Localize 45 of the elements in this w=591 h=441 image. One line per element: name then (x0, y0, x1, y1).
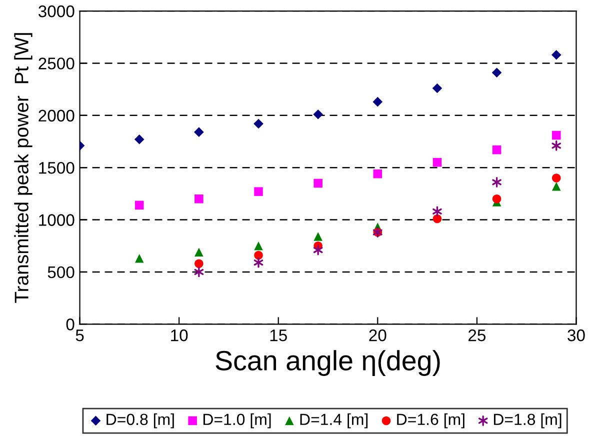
y-axis-title: Transmitted peak power Pt [W] (14, 33, 32, 303)
point (373, 169, 382, 178)
point (492, 194, 502, 204)
point (254, 241, 263, 250)
point (134, 134, 144, 144)
y-tick-label: 1500 (39, 162, 74, 174)
point (552, 182, 561, 191)
y-tick-label: 3000 (38, 5, 74, 18)
y-tick-label: 2500 (38, 58, 74, 70)
legend-label: D=1.6 [m] (397, 413, 464, 428)
point (314, 178, 322, 188)
point (254, 187, 263, 196)
x-tick-label: 15 (270, 330, 287, 342)
point (313, 109, 323, 120)
point (134, 200, 144, 210)
y-tick-label: 500 (48, 266, 74, 278)
point (552, 174, 561, 182)
point (194, 194, 204, 204)
x-tick-label: 20 (369, 329, 386, 342)
x-tick-label: 5 (76, 330, 84, 342)
point (432, 158, 442, 167)
point (194, 259, 204, 268)
y-tick-label: 2000 (38, 110, 74, 122)
y-tick-label: 0 (66, 318, 74, 330)
point (194, 127, 204, 138)
point (432, 214, 442, 224)
point (314, 232, 322, 241)
legend-label: D=1.4 [m] (300, 413, 368, 428)
x-tick-label: 30 (568, 329, 585, 342)
x-axis-title: Scan angle η(deg) (216, 350, 440, 376)
x-tick-label: 25 (468, 329, 486, 342)
x-tick-label: 10 (171, 329, 188, 342)
point (492, 145, 502, 154)
point (372, 96, 383, 107)
legend-label: D=0.8 [m] (106, 413, 174, 428)
point (492, 68, 502, 78)
point (194, 248, 204, 257)
point (254, 250, 263, 260)
point (551, 50, 562, 60)
point (254, 118, 264, 129)
point (432, 83, 442, 94)
point (552, 130, 561, 140)
point (134, 254, 144, 263)
y-tick-label: 1000 (39, 214, 74, 226)
legend-label: D=1.0 [m] (203, 413, 271, 428)
